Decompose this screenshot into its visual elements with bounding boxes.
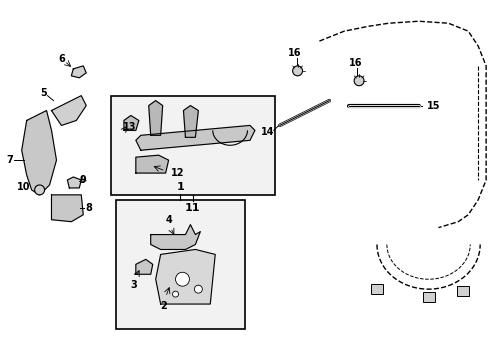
Circle shape <box>292 66 302 76</box>
Text: 3: 3 <box>130 280 137 290</box>
Text: 11: 11 <box>185 203 200 213</box>
Polygon shape <box>71 66 86 78</box>
Text: 1: 1 <box>176 182 184 192</box>
Text: 5: 5 <box>40 88 47 98</box>
Bar <box>422 292 434 302</box>
Text: 14: 14 <box>261 127 274 138</box>
Polygon shape <box>21 111 56 195</box>
Polygon shape <box>150 225 200 249</box>
Polygon shape <box>155 249 215 304</box>
Polygon shape <box>183 105 198 137</box>
Text: 16: 16 <box>287 48 301 58</box>
Bar <box>111 96 274 195</box>
Polygon shape <box>148 100 163 135</box>
Text: 6: 6 <box>58 54 65 64</box>
Circle shape <box>172 291 178 297</box>
Polygon shape <box>51 195 83 222</box>
Text: 12: 12 <box>170 168 183 178</box>
Polygon shape <box>67 177 81 188</box>
Polygon shape <box>136 155 168 173</box>
Polygon shape <box>136 260 152 274</box>
Text: 8: 8 <box>85 203 92 213</box>
Text: 10: 10 <box>17 182 30 192</box>
Text: 13: 13 <box>122 122 136 132</box>
Circle shape <box>175 272 189 286</box>
Circle shape <box>35 185 44 195</box>
Text: 15: 15 <box>426 100 439 111</box>
Circle shape <box>194 285 202 293</box>
Text: 9: 9 <box>80 175 86 185</box>
Text: 4: 4 <box>165 215 172 225</box>
Polygon shape <box>51 96 86 125</box>
Circle shape <box>353 76 364 86</box>
Polygon shape <box>136 125 254 150</box>
Bar <box>456 286 468 296</box>
Text: 7: 7 <box>6 155 13 165</box>
Text: 2: 2 <box>160 301 167 311</box>
Polygon shape <box>123 116 139 130</box>
Bar <box>116 200 244 329</box>
Text: 16: 16 <box>348 58 362 68</box>
Bar <box>370 284 382 294</box>
